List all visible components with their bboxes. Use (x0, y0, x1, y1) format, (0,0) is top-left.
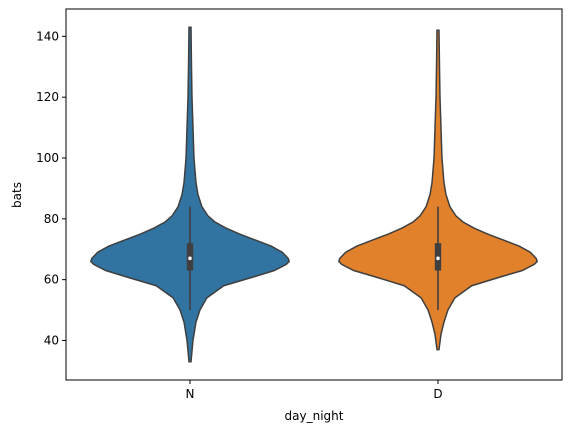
median-marker-d (436, 256, 440, 261)
median-marker-n (188, 256, 192, 261)
y-axis-label: bats (10, 182, 24, 208)
y-tick-label: 80 (44, 212, 59, 226)
violins-layer (89, 26, 539, 363)
y-tick-label: 120 (36, 90, 59, 104)
y-axis-ticks: 40 60 80 100 120 140 (36, 29, 66, 347)
y-tick-label: 100 (36, 151, 59, 165)
plot-frame (65, 8, 563, 381)
x-tick-label-d: D (433, 387, 442, 401)
y-tick-label: 140 (36, 29, 59, 43)
violin-n (89, 26, 291, 363)
x-axis-label: day_night (285, 409, 344, 423)
y-tick-label: 60 (44, 273, 59, 287)
violin-d (337, 29, 539, 351)
x-tick-label-n: N (186, 387, 195, 401)
y-tick-label: 40 (44, 333, 59, 347)
